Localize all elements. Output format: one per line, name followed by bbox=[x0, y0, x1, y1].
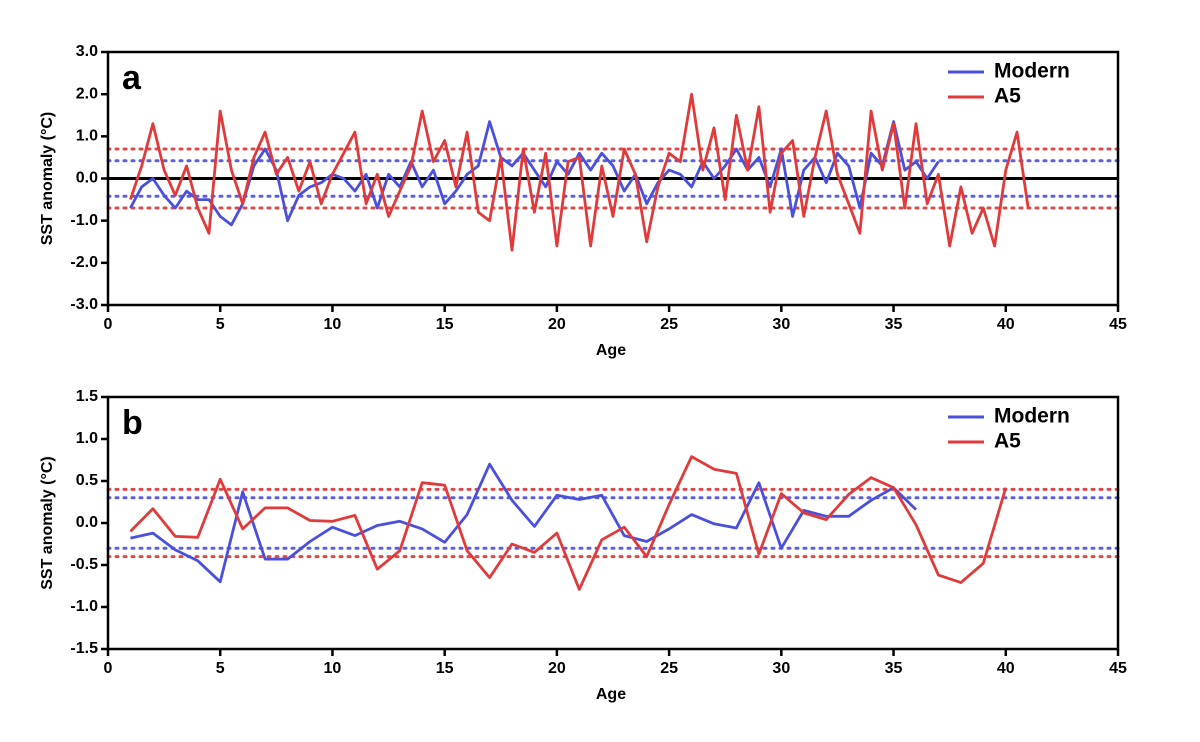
x-tick-label: 0 bbox=[104, 316, 113, 333]
x-tick-label: 35 bbox=[885, 660, 903, 677]
x-tick-label: 30 bbox=[772, 660, 790, 677]
x-tick-label: 15 bbox=[436, 660, 454, 677]
series-line bbox=[130, 462, 917, 584]
y-tick-label: 1.5 bbox=[76, 388, 98, 405]
y-tick-label: 0.5 bbox=[76, 472, 98, 489]
y-tick-label: 0.0 bbox=[76, 170, 98, 187]
y-tick-label: 0.0 bbox=[76, 514, 98, 531]
legend-label: Modern bbox=[994, 60, 1070, 83]
panel-label: b bbox=[122, 404, 143, 442]
y-axis-label: SST anomaly (°C) bbox=[39, 112, 56, 246]
y-tick-label: -2.0 bbox=[70, 254, 98, 271]
x-tick-label: 20 bbox=[548, 316, 566, 333]
x-tick-label: 10 bbox=[324, 316, 342, 333]
legend-label: Modern bbox=[994, 405, 1070, 428]
x-tick-label: 40 bbox=[997, 660, 1015, 677]
y-tick-label: -1.0 bbox=[70, 598, 98, 615]
x-tick-label: 0 bbox=[104, 660, 113, 677]
y-tick-label: -0.5 bbox=[70, 556, 98, 573]
series-line bbox=[129, 92, 1030, 252]
y-tick-label: 1.0 bbox=[76, 430, 98, 447]
x-tick-label: 20 bbox=[548, 660, 566, 677]
x-tick-label: 15 bbox=[436, 316, 454, 333]
y-axis-label: SST anomaly (°C) bbox=[39, 456, 56, 590]
x-axis-label: Age bbox=[596, 342, 626, 359]
y-tick-label: -1.0 bbox=[70, 212, 98, 229]
x-tick-label: 25 bbox=[660, 660, 678, 677]
x-tick-label: 45 bbox=[1109, 660, 1127, 677]
series-line bbox=[129, 120, 940, 227]
y-tick-label: 2.0 bbox=[76, 85, 98, 102]
x-tick-label: 35 bbox=[885, 316, 903, 333]
x-tick-label: 40 bbox=[997, 316, 1015, 333]
y-tick-label: 3.0 bbox=[76, 43, 98, 60]
x-tick-label: 10 bbox=[324, 660, 342, 677]
y-tick-label: 1.0 bbox=[76, 128, 98, 145]
legend-label: A5 bbox=[994, 85, 1021, 108]
panel-label: a bbox=[122, 59, 142, 97]
plot-frame bbox=[106, 395, 1120, 651]
y-tick-label: -3.0 bbox=[70, 296, 98, 313]
x-tick-label: 45 bbox=[1109, 316, 1127, 333]
x-tick-label: 5 bbox=[216, 316, 225, 333]
x-tick-label: 30 bbox=[772, 316, 790, 333]
x-axis-label: Age bbox=[596, 686, 626, 703]
series-line bbox=[129, 455, 1008, 591]
legend-label: A5 bbox=[994, 430, 1021, 453]
x-tick-label: 5 bbox=[216, 660, 225, 677]
y-tick-label: -1.5 bbox=[70, 640, 98, 657]
x-tick-label: 25 bbox=[660, 316, 678, 333]
